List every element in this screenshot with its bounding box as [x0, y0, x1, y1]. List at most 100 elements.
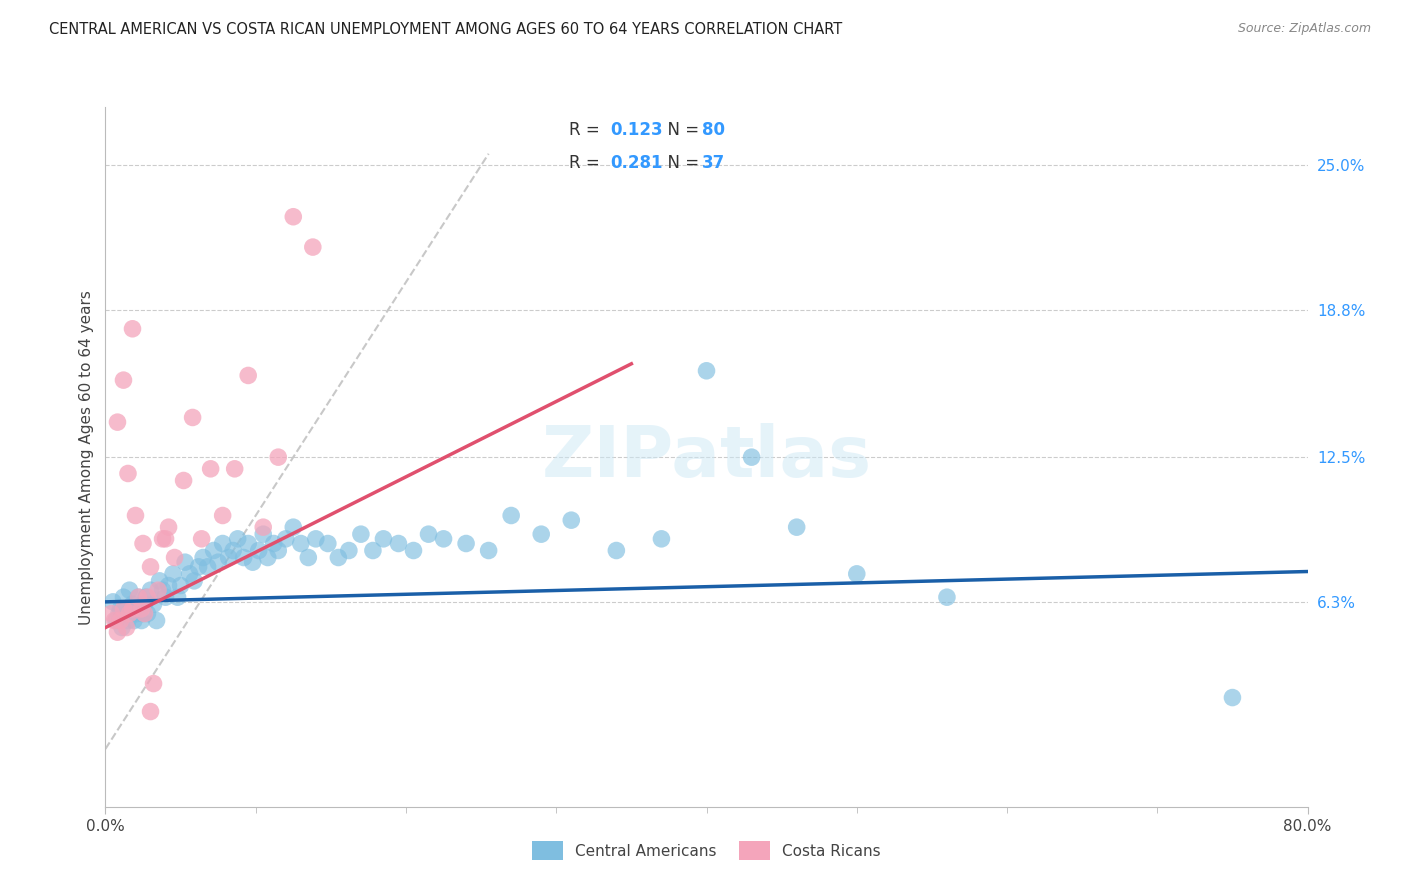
Point: [139, 583, 162, 598]
Point: [169, 578, 191, 592]
Point: [166, 591, 188, 605]
Text: 80: 80: [702, 120, 725, 139]
Text: R =: R =: [568, 154, 605, 172]
Point: [337, 543, 360, 558]
Point: [132, 607, 155, 621]
Point: [305, 532, 328, 546]
Point: [191, 550, 214, 565]
Point: [122, 614, 145, 628]
Point: [174, 555, 197, 569]
Point: [139, 559, 162, 574]
Point: [162, 566, 184, 581]
Point: [222, 543, 245, 558]
Point: [136, 591, 159, 605]
Point: [155, 591, 177, 605]
Point: [238, 536, 260, 550]
Point: [181, 410, 204, 425]
Point: [373, 532, 395, 546]
Point: [120, 602, 142, 616]
Point: [114, 607, 136, 621]
Point: [605, 543, 627, 558]
Point: [256, 550, 278, 565]
Point: [135, 591, 157, 605]
Point: [183, 574, 205, 588]
Point: [124, 508, 146, 523]
Point: [741, 450, 763, 464]
Point: [112, 591, 135, 605]
Point: [283, 210, 305, 224]
Point: [117, 467, 139, 481]
Point: [145, 614, 167, 628]
Point: [110, 602, 132, 616]
Point: [121, 602, 143, 616]
Point: [361, 543, 384, 558]
Point: [454, 536, 477, 550]
Point: [218, 550, 240, 565]
Point: [121, 322, 143, 336]
Text: ZIPatlas: ZIPatlas: [541, 423, 872, 491]
Point: [290, 536, 312, 550]
Point: [142, 597, 165, 611]
Point: [131, 614, 153, 628]
Point: [121, 597, 143, 611]
Point: [134, 607, 156, 621]
Point: [560, 513, 582, 527]
Point: [696, 364, 718, 378]
Point: [111, 621, 134, 635]
Text: 37: 37: [702, 154, 725, 172]
Point: [263, 536, 285, 550]
Point: [252, 520, 274, 534]
Text: 0.281: 0.281: [610, 154, 664, 172]
Point: [103, 614, 125, 628]
Point: [350, 527, 373, 541]
Point: [432, 532, 454, 546]
Point: [936, 591, 959, 605]
Point: [786, 520, 808, 534]
Point: [107, 625, 129, 640]
Text: Source: ZipAtlas.com: Source: ZipAtlas.com: [1237, 22, 1371, 36]
Point: [402, 543, 425, 558]
Point: [274, 532, 297, 546]
Point: [152, 583, 174, 598]
Point: [202, 543, 225, 558]
Point: [128, 591, 150, 605]
Point: [134, 597, 156, 611]
Point: [650, 532, 672, 546]
Point: [108, 607, 131, 621]
Point: [117, 614, 139, 628]
Point: [845, 566, 868, 581]
Point: [142, 676, 165, 690]
Point: [124, 602, 146, 616]
Text: CENTRAL AMERICAN VS COSTA RICAN UNEMPLOYMENT AMONG AGES 60 TO 64 YEARS CORRELATI: CENTRAL AMERICAN VS COSTA RICAN UNEMPLOY…: [49, 22, 842, 37]
Point: [197, 559, 219, 574]
Point: [157, 520, 180, 534]
Point: [252, 527, 274, 541]
Text: 0.123: 0.123: [610, 120, 664, 139]
Point: [112, 373, 135, 387]
Point: [139, 705, 162, 719]
Point: [118, 583, 141, 598]
Point: [157, 578, 180, 592]
Point: [247, 543, 270, 558]
Point: [110, 614, 132, 628]
Point: [179, 566, 201, 581]
Point: [316, 536, 339, 550]
Text: R =: R =: [568, 120, 605, 139]
Point: [115, 621, 138, 635]
Point: [267, 450, 290, 464]
Point: [238, 368, 260, 383]
Point: [132, 536, 155, 550]
Y-axis label: Unemployment Among Ages 60 to 64 years: Unemployment Among Ages 60 to 64 years: [79, 290, 94, 624]
Point: [146, 583, 169, 598]
Point: [387, 536, 409, 550]
Legend: Central Americans, Costa Ricans: Central Americans, Costa Ricans: [526, 835, 887, 866]
Point: [152, 532, 174, 546]
Point: [211, 536, 233, 550]
Point: [301, 240, 323, 254]
Point: [211, 508, 233, 523]
Point: [418, 527, 440, 541]
Point: [297, 550, 319, 565]
Point: [478, 543, 501, 558]
Point: [328, 550, 350, 565]
Point: [112, 602, 135, 616]
